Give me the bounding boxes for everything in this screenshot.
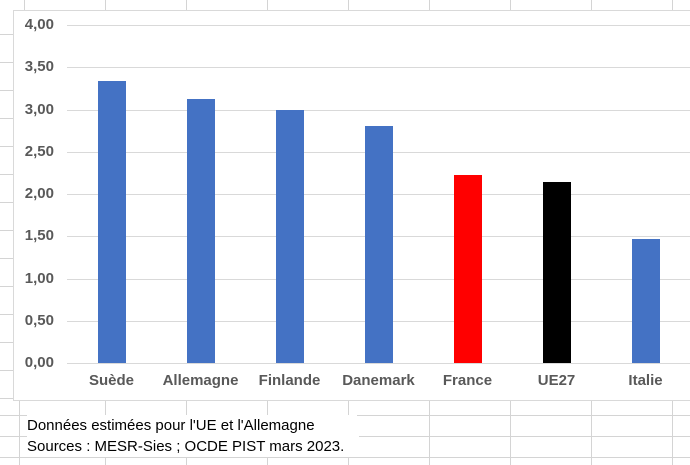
bar-italie[interactable] bbox=[631, 238, 660, 363]
y-axis-tick-label: 1,00 bbox=[24, 269, 54, 287]
sheet-row-line bbox=[0, 34, 13, 35]
sheet-row-line bbox=[0, 62, 13, 63]
bar-allemagne[interactable] bbox=[186, 98, 215, 363]
sheet-column-line bbox=[672, 0, 673, 10]
sheet-row-line bbox=[0, 370, 13, 371]
sheet-column-line bbox=[348, 401, 349, 415]
chart-gridline bbox=[67, 67, 690, 69]
x-axis-category-label: Italie bbox=[628, 372, 663, 389]
sheet-column-line bbox=[19, 401, 20, 465]
note-cell-estimated-data[interactable]: Données estimées pour l'UE et l'Allemagn… bbox=[27, 415, 357, 436]
x-axis-category-label: France bbox=[442, 372, 493, 389]
bar-danemark[interactable] bbox=[364, 125, 393, 363]
sheet-row-line bbox=[0, 146, 13, 147]
sheet-row-line bbox=[0, 258, 13, 259]
x-axis-category-label: Finlande bbox=[258, 372, 321, 389]
sheet-row-line bbox=[0, 118, 13, 119]
sheet-column-line bbox=[591, 0, 592, 10]
x-axis-category-label: Allemagne bbox=[162, 372, 239, 389]
sheet-row-line bbox=[0, 202, 13, 203]
x-axis-category-label: Suède bbox=[88, 372, 134, 389]
sheet-row-line bbox=[0, 174, 13, 175]
x-axis-category-label: Danemark bbox=[342, 372, 415, 389]
sheet-row-line bbox=[0, 342, 13, 343]
sheet-column-line bbox=[591, 401, 592, 465]
sheet-column-line bbox=[105, 457, 106, 465]
sheet-column-line bbox=[186, 401, 187, 415]
y-axis-tick-label: 3,50 bbox=[24, 58, 54, 76]
sheet-column-line bbox=[348, 0, 349, 10]
bar-ue27[interactable] bbox=[542, 182, 571, 363]
sheet-column-line bbox=[429, 0, 430, 10]
sheet-column-line bbox=[105, 401, 106, 415]
chart-gridline bbox=[67, 363, 690, 364]
y-axis-tick-label: 4,00 bbox=[24, 16, 54, 33]
chart-gridline bbox=[67, 25, 690, 26]
sheet-column-line bbox=[267, 0, 268, 10]
sheet-column-line bbox=[429, 401, 430, 465]
chart-gridline bbox=[67, 109, 690, 111]
chart-object[interactable]: 4,00 3,50 3,00 2,50 2,00 1,50 1,00 0,50 0,00 Suèd… bbox=[13, 10, 690, 401]
bar-finlande[interactable] bbox=[275, 110, 304, 363]
sheet-column-line bbox=[510, 0, 511, 10]
note-cell-sources[interactable]: Sources : MESR-Sies ; OCDE PIST mars 202… bbox=[27, 436, 359, 457]
y-axis-tick-label: 2,50 bbox=[24, 142, 54, 160]
sheet-row-line bbox=[0, 286, 13, 287]
sheet-column-line bbox=[186, 0, 187, 10]
x-axis-category-label: UE27 bbox=[537, 372, 576, 389]
y-axis-tick-label: 3,00 bbox=[24, 100, 54, 118]
y-axis-tick-label: 0,50 bbox=[24, 311, 54, 329]
sheet-row-line bbox=[0, 314, 13, 315]
sheet-row-line bbox=[0, 457, 690, 458]
sheet-row-line bbox=[0, 90, 13, 91]
y-axis-tick-label: 2,00 bbox=[24, 185, 54, 202]
sheet-column-line bbox=[267, 457, 268, 465]
sheet-column-line bbox=[510, 401, 511, 465]
sheet-column-line bbox=[186, 457, 187, 465]
sheet-column-line bbox=[672, 401, 673, 465]
sheet-column-line bbox=[105, 0, 106, 10]
sheet-row-line bbox=[0, 398, 13, 399]
sheet-column-line bbox=[24, 0, 25, 10]
bar-suède[interactable] bbox=[97, 80, 126, 363]
sheet-row-line bbox=[0, 230, 13, 231]
sheet-column-line bbox=[348, 457, 349, 465]
sheet-column-line bbox=[267, 401, 268, 415]
bar-france[interactable] bbox=[453, 175, 482, 363]
y-axis-tick-label: 0,00 bbox=[24, 354, 54, 371]
y-axis-tick-label: 1,50 bbox=[24, 227, 54, 245]
